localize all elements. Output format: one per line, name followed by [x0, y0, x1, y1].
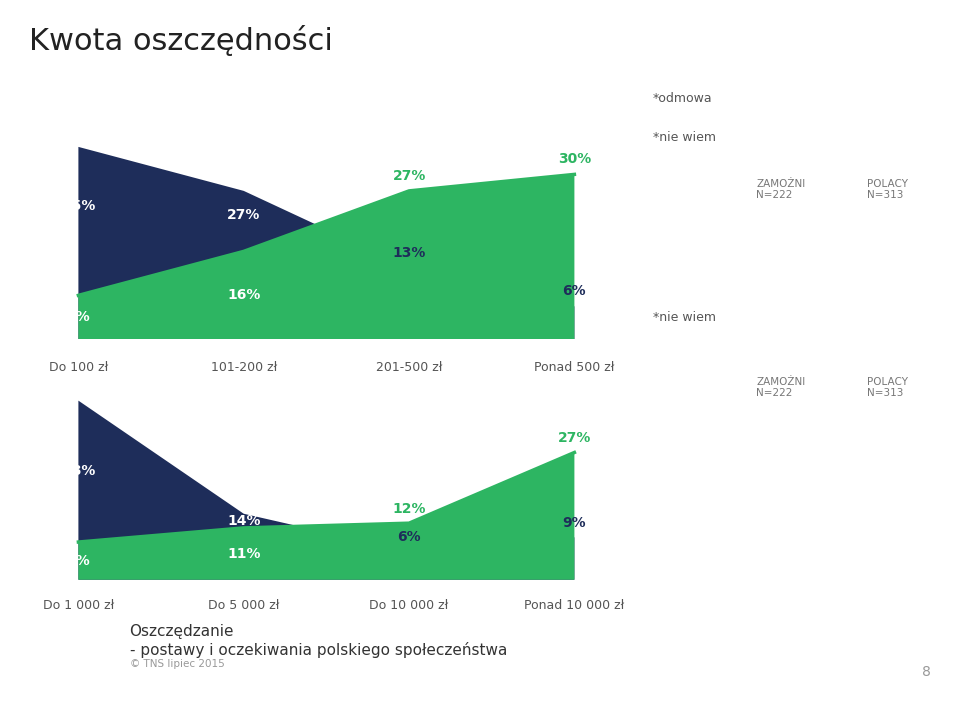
- Text: 6%: 6%: [563, 284, 587, 298]
- Text: 6%: 6%: [397, 530, 420, 544]
- Text: 10%: 10%: [780, 92, 809, 105]
- Text: 27%: 27%: [393, 169, 425, 182]
- Text: 9%: 9%: [783, 131, 805, 144]
- Text: *nie wiem: *nie wiem: [653, 311, 716, 324]
- Text: ZAMOŻNI
N=222: ZAMOŻNI N=222: [756, 179, 805, 201]
- Text: POLACY
N=313: POLACY N=313: [867, 179, 908, 201]
- Text: 13%: 13%: [393, 245, 425, 259]
- Text: Do 100 zł: Do 100 zł: [49, 361, 108, 374]
- Polygon shape: [79, 401, 574, 580]
- Text: Ponad 500 zł: Ponad 500 zł: [534, 361, 614, 374]
- Text: 38%: 38%: [61, 464, 95, 479]
- Text: Kwota oszczędności: Kwota oszczędności: [29, 25, 333, 56]
- Text: 8%: 8%: [66, 310, 90, 325]
- Text: Do 1 000 zł: Do 1 000 zł: [43, 599, 114, 612]
- Text: 27%: 27%: [228, 208, 260, 222]
- Text: MIESIĘCZNA KWOTA OSZCZĘDNOŚCI GOSPODARSTWA DOMOWEGO: MIESIĘCZNA KWOTA OSZCZĘDNOŚCI GOSPODARST…: [40, 70, 486, 86]
- Text: 12%: 12%: [393, 502, 426, 516]
- Text: 16%: 16%: [847, 92, 876, 105]
- Text: 4%: 4%: [851, 131, 873, 144]
- Text: 9%: 9%: [563, 516, 587, 530]
- Text: - postawy i oczekiwania polskiego społeczeństwa: - postawy i oczekiwania polskiego społec…: [130, 642, 507, 658]
- Text: Oszczędzanie: Oszczędzanie: [130, 624, 234, 639]
- Text: Ponad 10 000 zł: Ponad 10 000 zł: [524, 599, 625, 612]
- Text: TNS: TNS: [44, 650, 81, 668]
- Text: 201-500 zł: 201-500 zł: [376, 361, 443, 374]
- Text: 8: 8: [923, 665, 931, 679]
- Text: ZAMOŻNI
N=222: ZAMOŻNI N=222: [756, 377, 805, 399]
- Text: Do 5 000 zł: Do 5 000 zł: [208, 599, 279, 612]
- Text: WSZYSTKIE OSZCZĘDNOŚCI GOSPODARSTWA DOMOWEGO: WSZYSTKIE OSZCZĘDNOŚCI GOSPODARSTWA DOMO…: [40, 344, 428, 359]
- Text: 11%: 11%: [227, 547, 260, 561]
- Text: 8%: 8%: [66, 554, 90, 568]
- Text: 101-200 zł: 101-200 zł: [210, 361, 276, 374]
- Text: 27%: 27%: [558, 431, 591, 445]
- Text: 35%: 35%: [61, 199, 95, 214]
- Text: 16%: 16%: [228, 288, 260, 303]
- Text: © TNS lipiec 2015: © TNS lipiec 2015: [130, 659, 225, 669]
- Text: 14%: 14%: [227, 514, 260, 528]
- Text: POLACY
N=313: POLACY N=313: [867, 377, 908, 399]
- Text: Do 10 000 zł: Do 10 000 zł: [370, 599, 448, 612]
- Text: *nie wiem: *nie wiem: [653, 131, 716, 144]
- Polygon shape: [79, 147, 574, 339]
- Polygon shape: [79, 175, 574, 339]
- Text: 34%: 34%: [780, 311, 809, 324]
- Text: 41%: 41%: [847, 311, 876, 324]
- Text: *odmowa: *odmowa: [653, 92, 712, 105]
- Polygon shape: [79, 452, 574, 580]
- Text: 30%: 30%: [558, 152, 591, 166]
